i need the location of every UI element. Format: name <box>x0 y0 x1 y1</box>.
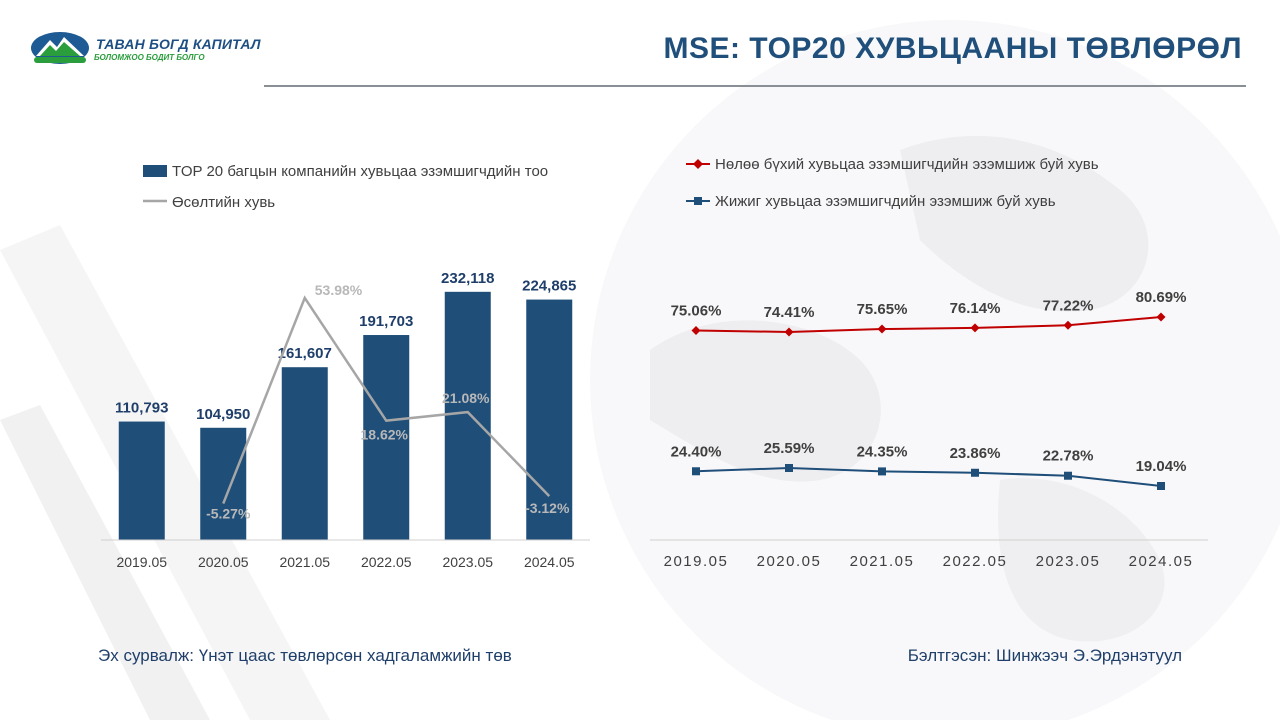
bar-value-label: 232,118 <box>441 270 494 287</box>
bar-2020.05 <box>200 427 247 540</box>
point-value-label: 77.22% <box>1043 297 1094 314</box>
point-value-label: 22.78% <box>1043 448 1094 465</box>
point-value-label: 23.86% <box>950 445 1001 462</box>
point-value-label: 25.59% <box>764 440 815 457</box>
title-divider <box>264 85 1246 87</box>
mountain-logo-icon <box>31 32 89 64</box>
bar-2019.05 <box>118 421 165 540</box>
point-marker <box>1063 320 1073 330</box>
author-note: Бэлтгэсэн: Шинжээч Э.Эрдэнэтуул <box>907 646 1182 665</box>
x-tick-label: 2021.05 <box>850 553 915 570</box>
point-marker <box>691 325 701 335</box>
x-tick-label: 2022.05 <box>361 554 412 570</box>
bar-2024.05 <box>526 299 573 540</box>
x-tick-label: 2019.05 <box>116 554 167 570</box>
x-tick-label: 2024.05 <box>1129 553 1194 570</box>
x-tick-label: 2020.05 <box>757 553 822 570</box>
point-marker <box>784 327 794 337</box>
legend-marker-dominant <box>693 159 703 169</box>
point-marker <box>1156 312 1166 322</box>
growth-value-label: 18.62% <box>361 427 409 443</box>
x-tick-label: 2023.05 <box>442 554 493 570</box>
bar-value-label: 224,865 <box>522 278 576 295</box>
bar-2023.05 <box>444 291 491 540</box>
ownership-line-dominant <box>695 316 1162 334</box>
x-tick-label: 2022.05 <box>943 553 1008 570</box>
legend-marker-minority <box>694 197 702 205</box>
point-value-label: 24.35% <box>857 443 908 460</box>
point-value-label: 80.69% <box>1136 289 1187 306</box>
point-marker <box>970 323 980 333</box>
growth-value-label: -3.12% <box>525 500 570 516</box>
point-marker <box>785 464 793 472</box>
x-tick-label: 2024.05 <box>524 554 575 570</box>
point-value-label: 76.14% <box>950 300 1001 317</box>
logo-slogan: БОЛОМЖОО БОДИТ БОЛГО <box>94 53 205 62</box>
point-value-label: 75.65% <box>857 301 908 318</box>
x-tick-label: 2021.05 <box>279 554 330 570</box>
point-marker <box>1064 471 1072 480</box>
shareholders-bar-chart: TOP 20 багцын компанийн хувьцаа эзэмшигч… <box>101 163 590 570</box>
ownership-line-minority <box>695 466 1162 487</box>
bar-2022.05 <box>363 335 410 540</box>
growth-value-label: 53.98% <box>315 282 363 298</box>
growth-line <box>222 295 551 505</box>
growth-value-label: 21.08% <box>442 390 490 406</box>
point-marker <box>1157 482 1165 490</box>
legend-label-minority: Жижиг хувьцаа эзэмшигчдийн эзэмшиж буй х… <box>715 193 1056 210</box>
x-tick-label: 2023.05 <box>1036 553 1101 570</box>
point-marker <box>692 467 700 476</box>
point-value-label: 75.06% <box>671 302 722 319</box>
point-marker <box>877 324 887 334</box>
point-value-label: 24.40% <box>671 443 722 460</box>
source-note: Эх сурвалж: Үнэт цаас төвлөрсөн хадгалам… <box>98 646 512 665</box>
bar-2021.05 <box>281 367 328 540</box>
point-marker <box>971 468 979 477</box>
growth-value-label: -5.27% <box>206 506 251 522</box>
x-tick-label: 2020.05 <box>198 554 249 570</box>
bar-value-label: 161,607 <box>278 345 332 362</box>
point-marker <box>878 467 886 476</box>
point-value-label: 74.41% <box>764 304 815 321</box>
point-value-label: 19.04% <box>1136 458 1187 475</box>
bar-value-label: 191,703 <box>359 313 413 330</box>
bar-value-label: 104,950 <box>196 406 250 423</box>
company-logo: ТАВАН БОГД КАПИТАЛ БОЛОМЖОО БОДИТ БОЛГО <box>30 30 261 72</box>
bar-value-label: 110,793 <box>115 400 168 417</box>
legend-label-dominant: Нөлөө бүхий хувьцаа эзэмшигчдийн эзэмшиж… <box>715 156 1099 173</box>
ownership-line-chart: Нөлөө бүхий хувьцаа эзэмшигчдийн эзэмшиж… <box>650 156 1208 570</box>
legend-label-growth: Өсөлтийн хувь <box>172 194 275 211</box>
x-tick-label: 2019.05 <box>664 553 729 570</box>
logo-name: ТАВАН БОГД КАПИТАЛ <box>96 36 261 52</box>
legend-swatch-bars <box>143 165 167 177</box>
legend-label-bars: TOP 20 багцын компанийн хувьцаа эзэмшигч… <box>172 163 548 180</box>
page-title: MSE: TOP20 ХУВЬЦААНЫ ТӨВЛӨРӨЛ <box>663 32 1242 65</box>
